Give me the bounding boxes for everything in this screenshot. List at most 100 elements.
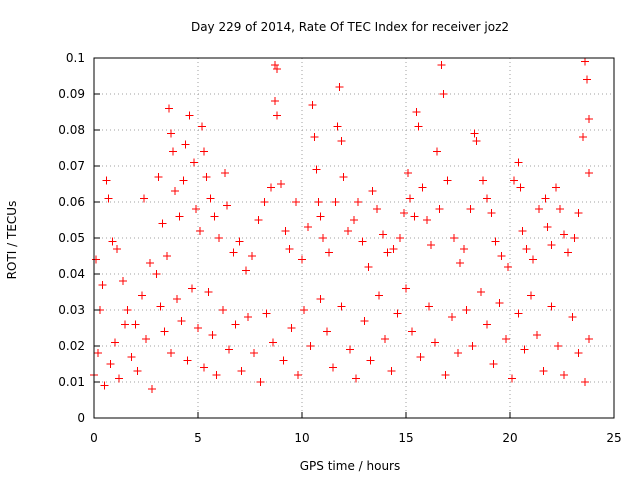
data-point — [171, 187, 180, 196]
data-point — [268, 338, 277, 347]
data-point — [266, 183, 275, 192]
data-point — [152, 270, 161, 278]
data-point — [191, 205, 200, 214]
data-point — [503, 262, 512, 271]
data-point — [560, 230, 569, 239]
data-point — [514, 158, 523, 167]
data-point — [339, 172, 348, 181]
data-point — [322, 327, 331, 336]
data-point — [273, 111, 282, 120]
data-point — [254, 216, 263, 224]
y-tick-label: 0.05 — [58, 231, 85, 245]
data-point — [127, 352, 136, 361]
data-point — [495, 298, 504, 307]
data-point — [154, 172, 163, 181]
data-point — [225, 345, 234, 354]
x-tick-label: 0 — [90, 431, 98, 445]
data-point — [449, 234, 458, 242]
data-point — [539, 367, 548, 376]
data-point — [98, 280, 107, 289]
data-point — [142, 334, 150, 343]
y-tick-label: 0.09 — [58, 87, 85, 101]
data-point — [535, 205, 544, 214]
data-point — [189, 158, 198, 167]
data-point — [310, 133, 319, 142]
data-point — [431, 338, 440, 347]
data-point — [106, 360, 115, 368]
chart-title: Day 229 of 2014, Rate Of TEC Index for r… — [191, 20, 509, 34]
data-point — [325, 248, 334, 257]
data-point — [433, 147, 442, 156]
data-point — [564, 248, 573, 257]
data-point — [412, 108, 421, 116]
data-point — [350, 216, 358, 224]
data-point — [108, 237, 117, 246]
data-point — [314, 198, 323, 206]
data-point — [158, 219, 167, 228]
data-point — [454, 349, 462, 358]
data-point — [574, 349, 583, 358]
data-point — [181, 140, 190, 149]
data-point — [179, 176, 188, 185]
data-point — [94, 349, 103, 358]
data-point — [316, 295, 325, 304]
data-point — [343, 226, 352, 235]
data-point — [560, 370, 569, 379]
data-point — [580, 57, 589, 66]
data-point — [241, 266, 250, 275]
x-tick-label: 25 — [606, 431, 621, 445]
data-point — [441, 370, 450, 379]
data-point — [293, 370, 302, 379]
data-point — [476, 288, 485, 296]
grid-lines — [94, 58, 614, 418]
y-tick-label: 0.02 — [58, 339, 85, 353]
data-point — [119, 277, 128, 286]
data-point — [547, 302, 556, 311]
data-point — [237, 367, 246, 376]
data-point — [426, 241, 435, 250]
data-point — [285, 244, 294, 253]
data-point — [204, 288, 213, 296]
data-point — [260, 198, 269, 206]
data-point — [580, 378, 589, 386]
x-tick-label: 20 — [502, 431, 517, 445]
data-point — [541, 194, 550, 203]
data-point — [395, 234, 404, 242]
data-point — [402, 284, 410, 293]
data-point — [316, 212, 325, 221]
data-point — [483, 194, 492, 203]
data-point — [443, 176, 452, 185]
data-point — [437, 61, 446, 70]
data-point — [173, 295, 182, 304]
data-point — [374, 291, 383, 300]
data-point — [551, 183, 560, 192]
data-point — [331, 198, 340, 206]
data-point — [196, 226, 205, 235]
y-tick-label: 0 — [77, 411, 85, 425]
data-point — [137, 291, 146, 300]
data-point — [526, 291, 535, 300]
data-point — [131, 320, 140, 329]
data-point — [470, 129, 479, 138]
data-point — [337, 136, 346, 145]
data-point — [200, 363, 209, 372]
x-axis-ticks: 0 5 10 15 20 25 — [90, 412, 622, 445]
data-point — [447, 313, 456, 322]
data-point — [520, 345, 529, 354]
data-point — [508, 374, 517, 383]
data-point — [114, 374, 123, 383]
data-point — [404, 169, 413, 178]
data-point — [304, 223, 313, 232]
data-point — [175, 212, 184, 221]
data-point — [133, 367, 142, 376]
data-point — [156, 302, 165, 311]
data-point — [424, 302, 433, 311]
data-point — [250, 349, 259, 358]
data-point — [408, 327, 417, 336]
data-point — [212, 370, 221, 379]
data-point — [308, 100, 317, 109]
data-point — [389, 244, 398, 253]
data-point — [210, 212, 219, 221]
data-point — [248, 252, 257, 260]
